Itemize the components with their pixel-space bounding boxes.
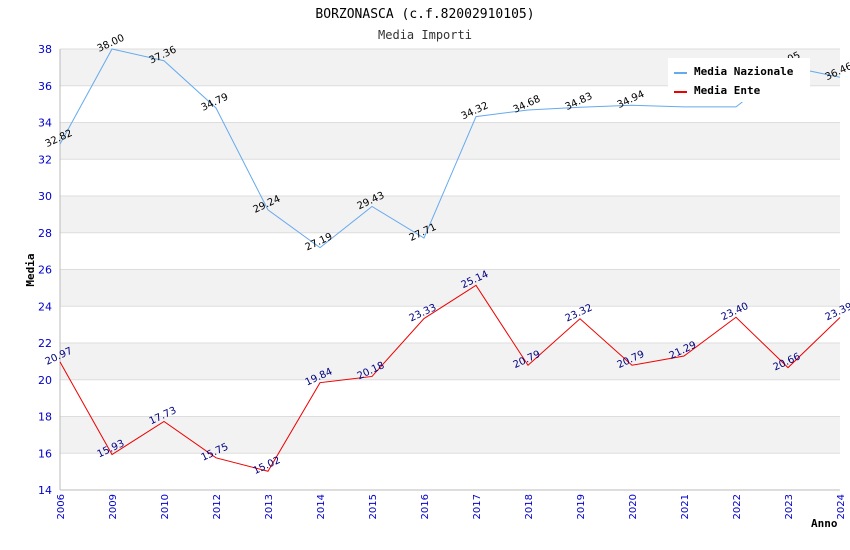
- plot-background-bands: [60, 49, 840, 454]
- x-tick-label: 2009: [108, 494, 119, 519]
- data-label-media-nazionale: 34.94: [616, 89, 647, 111]
- grid-band: [60, 122, 840, 160]
- x-tick-label: 2016: [420, 494, 431, 519]
- grid-band: [60, 343, 840, 380]
- x-tick-label: 2017: [472, 494, 483, 519]
- y-tick-label: 30: [38, 190, 52, 203]
- series-lines: [59, 48, 841, 472]
- y-tick-label: 24: [38, 300, 52, 313]
- y-tick-labels: 14 16 18 20 22 24 26 28 30 32 34 36 38: [38, 43, 52, 497]
- y-tick-label: 32: [38, 153, 52, 166]
- x-tick-label: 2013: [264, 494, 275, 519]
- legend-label-media-ente: Media Ente: [694, 84, 761, 97]
- x-tick-label: 2020: [628, 494, 639, 519]
- x-tick-label: 2014: [316, 494, 327, 519]
- y-tick-label: 38: [38, 43, 52, 56]
- x-tick-label: 2024: [836, 494, 847, 519]
- grid-band: [60, 196, 840, 233]
- y-tick-label: 26: [38, 264, 52, 277]
- chart-subtitle: Media Importi: [378, 28, 472, 42]
- x-tick-label: 2006: [56, 494, 67, 519]
- x-tick-label: 2012: [212, 494, 223, 519]
- chart-title: BORZONASCA (c.f.82002910105): [315, 7, 534, 22]
- data-label-media-nazionale: 34.68: [512, 94, 543, 116]
- series-line-media-nazionale: [59, 48, 841, 249]
- x-tick-label: 2023: [784, 494, 795, 519]
- data-label-media-ente: 15.02: [252, 455, 283, 477]
- y-tick-label: 28: [38, 227, 52, 240]
- x-tick-label: 2019: [576, 494, 587, 519]
- y-tick-label: 36: [38, 80, 52, 93]
- y-axis-label: Media: [24, 253, 37, 286]
- x-tick-label: 2021: [680, 494, 691, 519]
- x-tick-labels: 2006 2009 2010 2012 2013 2014 2015 2016 2017 2018…: [56, 494, 847, 519]
- legend-label-media-nazionale: Media Nazionale: [694, 65, 794, 78]
- x-tick-label: 2015: [368, 494, 379, 519]
- series-line-media-ente: [59, 284, 841, 472]
- gridlines: [60, 48, 840, 491]
- grid-band: [60, 416, 840, 454]
- x-axis-label: Anno: [811, 517, 838, 530]
- data-label-media-nazionale: 27.19: [304, 231, 335, 253]
- y-tick-label: 22: [38, 337, 52, 350]
- x-tick-label: 2018: [524, 494, 535, 519]
- x-tick-label: 2022: [732, 494, 743, 519]
- legend-box: [668, 58, 810, 102]
- y-tick-label: 20: [38, 374, 52, 387]
- grid-band: [60, 269, 840, 307]
- y-tick-label: 16: [38, 447, 52, 460]
- x-tick-label: 2010: [160, 494, 171, 519]
- y-tick-label: 14: [38, 484, 52, 497]
- data-label-media-nazionale: 34.79: [200, 92, 231, 114]
- data-label-media-nazionale: 34.83: [564, 91, 595, 113]
- legend: Media Nazionale Media Ente: [668, 58, 810, 102]
- y-tick-label: 18: [38, 411, 52, 424]
- y-tick-label: 34: [38, 117, 52, 130]
